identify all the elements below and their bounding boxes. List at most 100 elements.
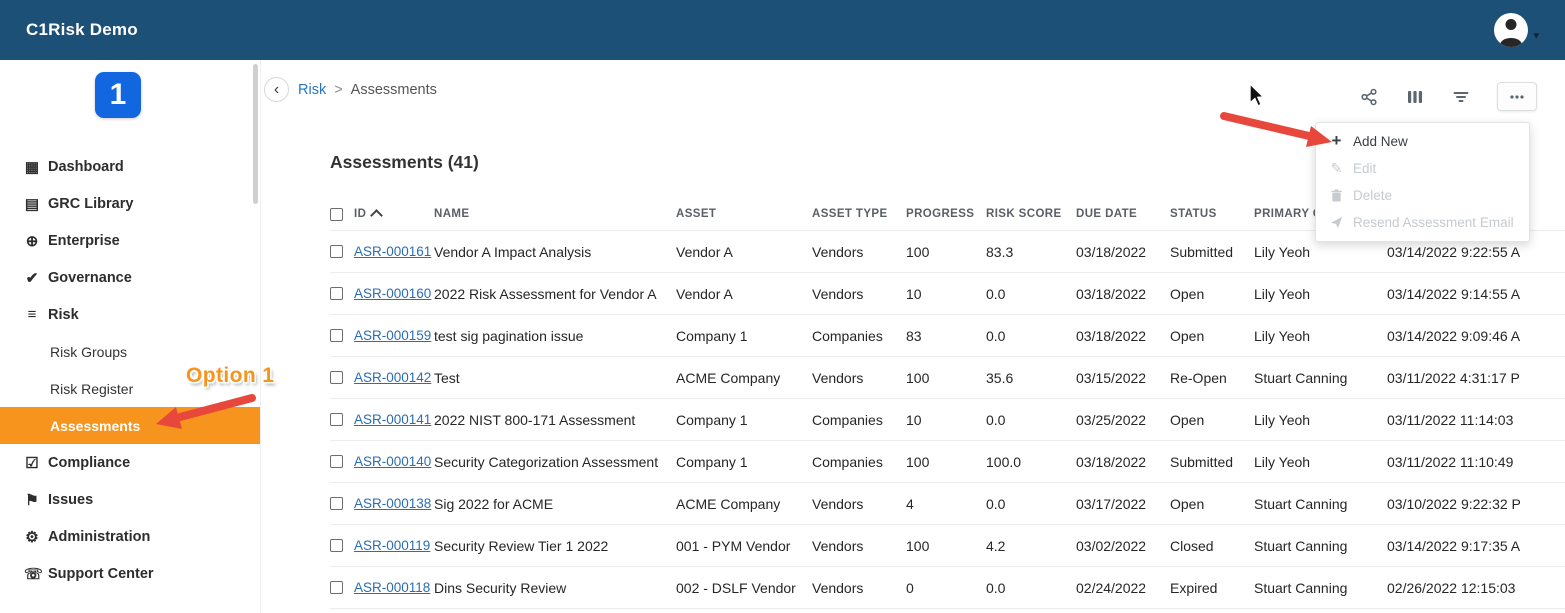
column-header-due-date[interactable]: DUE DATE: [1076, 208, 1170, 220]
sidebar-item-support-center[interactable]: ☏ Support Center: [0, 555, 260, 592]
cell-status: Re-Open: [1170, 369, 1227, 386]
cell-primary: Lily Yeoh: [1254, 411, 1311, 428]
app-logo[interactable]: 1: [95, 72, 141, 118]
menu-item-delete[interactable]: Delete: [1316, 182, 1529, 209]
column-header-risk-score[interactable]: RISK SCORE: [986, 208, 1076, 220]
column-header-status[interactable]: STATUS: [1170, 208, 1254, 220]
share-icon[interactable]: [1359, 87, 1379, 107]
column-header-label: RISK SCORE: [986, 208, 1062, 220]
page-title: Assessments (41): [330, 152, 479, 172]
more-actions-button[interactable]: [1497, 82, 1537, 111]
row-checkbox[interactable]: [330, 413, 343, 426]
sidebar: 1 ▦ Dashboard ▤ GRC Library ⊕ Enterprise ✔ Gove…: [0, 60, 261, 613]
sidebar-item-administration[interactable]: ⚙ Administration: [0, 518, 260, 555]
sidebar-item-label: Governance: [48, 269, 132, 286]
column-header-id[interactable]: ID: [354, 208, 434, 222]
cell-due-date: 03/17/2022: [1076, 495, 1147, 512]
table-row: ASR-000159 test sig pagination issue Compa…: [330, 315, 1565, 357]
menu-item-edit[interactable]: ✎ Edit: [1316, 155, 1529, 182]
assessments-table: ID NAME ASSET ASSET TYPE PROGRESS RISK SCORE D…: [330, 198, 1565, 609]
sidebar-subitem-label: Assessments: [50, 417, 141, 434]
cell-due-date: 03/02/2022: [1076, 537, 1147, 554]
plus-icon: +: [1331, 130, 1342, 150]
sidebar-item-label: Administration: [48, 528, 151, 545]
cell-name: 2022 Risk Assessment for Vendor A: [434, 285, 657, 302]
column-header-label: ID: [354, 208, 367, 220]
breadcrumb-current: Assessments: [350, 82, 437, 98]
chevron-down-icon: ▾: [1533, 29, 1539, 42]
app-header: C1Risk Demo ▾: [0, 0, 1565, 60]
cell-asset-type: Vendors: [812, 495, 864, 512]
assessment-id-link[interactable]: ASR-000140: [354, 454, 432, 469]
filter-icon[interactable]: [1451, 87, 1471, 107]
cell-primary: Lily Yeoh: [1254, 327, 1311, 344]
assessment-id-link[interactable]: ASR-000118: [354, 580, 431, 595]
sidebar-item-label: Issues: [48, 491, 94, 508]
row-checkbox[interactable]: [330, 245, 343, 258]
row-checkbox[interactable]: [330, 455, 343, 468]
sidebar-item-risk[interactable]: ≡ Risk: [0, 296, 260, 333]
table-row: ASR-000119 Security Review Tier 1 2022 001…: [330, 525, 1565, 567]
library-icon: ▤: [24, 195, 40, 213]
assessment-id-link[interactable]: ASR-000160: [354, 286, 432, 301]
sidebar-item-grc-library[interactable]: ▤ GRC Library: [0, 185, 260, 222]
menu-item-add-new[interactable]: + Add New: [1316, 128, 1529, 155]
menu-item-label: Delete: [1353, 188, 1393, 203]
sidebar-subitem-label: Risk Register: [50, 380, 134, 397]
row-checkbox[interactable]: [330, 329, 343, 342]
issues-icon: ⚑: [25, 491, 39, 509]
cell-name: Test: [434, 369, 460, 386]
context-menu: + Add New ✎ Edit Delete Resend Assessmen…: [1315, 122, 1530, 242]
column-header-progress[interactable]: PROGRESS: [906, 208, 986, 220]
cell-created: 02/26/2022 12:15:03: [1387, 579, 1516, 596]
menu-item-resend-assessment-email[interactable]: Resend Assessment Email: [1316, 209, 1529, 236]
row-checkbox[interactable]: [330, 539, 343, 552]
assessment-id-link[interactable]: ASR-000161: [354, 244, 432, 259]
support-icon: ☏: [24, 565, 43, 583]
select-all-checkbox[interactable]: [330, 207, 343, 221]
cell-primary: Stuart Canning: [1254, 495, 1348, 512]
cell-progress: 4: [906, 495, 914, 512]
sidebar-item-governance[interactable]: ✔ Governance: [0, 259, 260, 296]
edit-icon: ✎: [1330, 160, 1343, 176]
assessment-id-link[interactable]: ASR-000138: [354, 496, 432, 511]
columns-icon[interactable]: [1405, 87, 1425, 107]
cell-primary: Lily Yeoh: [1254, 243, 1311, 260]
row-checkbox[interactable]: [330, 287, 343, 300]
sidebar-item-risk-groups[interactable]: Risk Groups: [0, 333, 260, 370]
sidebar-item-risk-register[interactable]: Risk Register: [0, 370, 260, 407]
sidebar-item-enterprise[interactable]: ⊕ Enterprise: [0, 222, 260, 259]
cell-created: 03/11/2022 11:14:03: [1387, 411, 1514, 428]
cell-progress: 10: [906, 411, 922, 428]
cell-risk-score: 4.2: [986, 537, 1006, 554]
sidebar-item-dashboard[interactable]: ▦ Dashboard: [0, 148, 260, 185]
assessment-id-link[interactable]: ASR-000141: [354, 412, 432, 427]
assessment-id-link[interactable]: ASR-000142: [354, 370, 432, 385]
column-header-primary-c[interactable]: PRIMARY C: [1254, 208, 1387, 220]
cell-progress: 10: [906, 285, 922, 302]
breadcrumb-separator: >: [334, 82, 343, 98]
row-checkbox[interactable]: [330, 497, 343, 510]
column-header-asset[interactable]: ASSET: [676, 208, 812, 220]
cell-due-date: 03/18/2022: [1076, 243, 1147, 260]
back-button[interactable]: ‹: [264, 77, 289, 102]
column-header-label: ASSET TYPE: [812, 208, 888, 220]
row-checkbox[interactable]: [330, 371, 343, 384]
row-checkbox[interactable]: [330, 581, 343, 594]
cell-asset-type: Companies: [812, 411, 883, 428]
user-menu[interactable]: ▾: [1494, 13, 1539, 47]
table-row: ASR-000142 Test ACME Company Vendors 100 35.6…: [330, 357, 1565, 399]
assessment-id-link[interactable]: ASR-000119: [354, 538, 431, 553]
administration-icon: ⚙: [25, 528, 39, 546]
column-header-asset-type[interactable]: ASSET TYPE: [812, 208, 906, 220]
cell-asset-type: Vendors: [812, 579, 864, 596]
cell-primary: Stuart Canning: [1254, 537, 1348, 554]
sidebar-item-compliance[interactable]: ☑ Compliance: [0, 444, 260, 481]
column-header-name[interactable]: NAME: [434, 208, 676, 220]
sidebar-scrollbar[interactable]: [253, 64, 258, 204]
column-header-label: DUE DATE: [1076, 208, 1138, 220]
breadcrumb-risk-link[interactable]: Risk: [298, 82, 327, 98]
assessment-id-link[interactable]: ASR-000159: [354, 328, 432, 343]
sidebar-item-issues[interactable]: ⚑ Issues: [0, 481, 260, 518]
sidebar-item-assessments[interactable]: Assessments: [0, 407, 260, 444]
